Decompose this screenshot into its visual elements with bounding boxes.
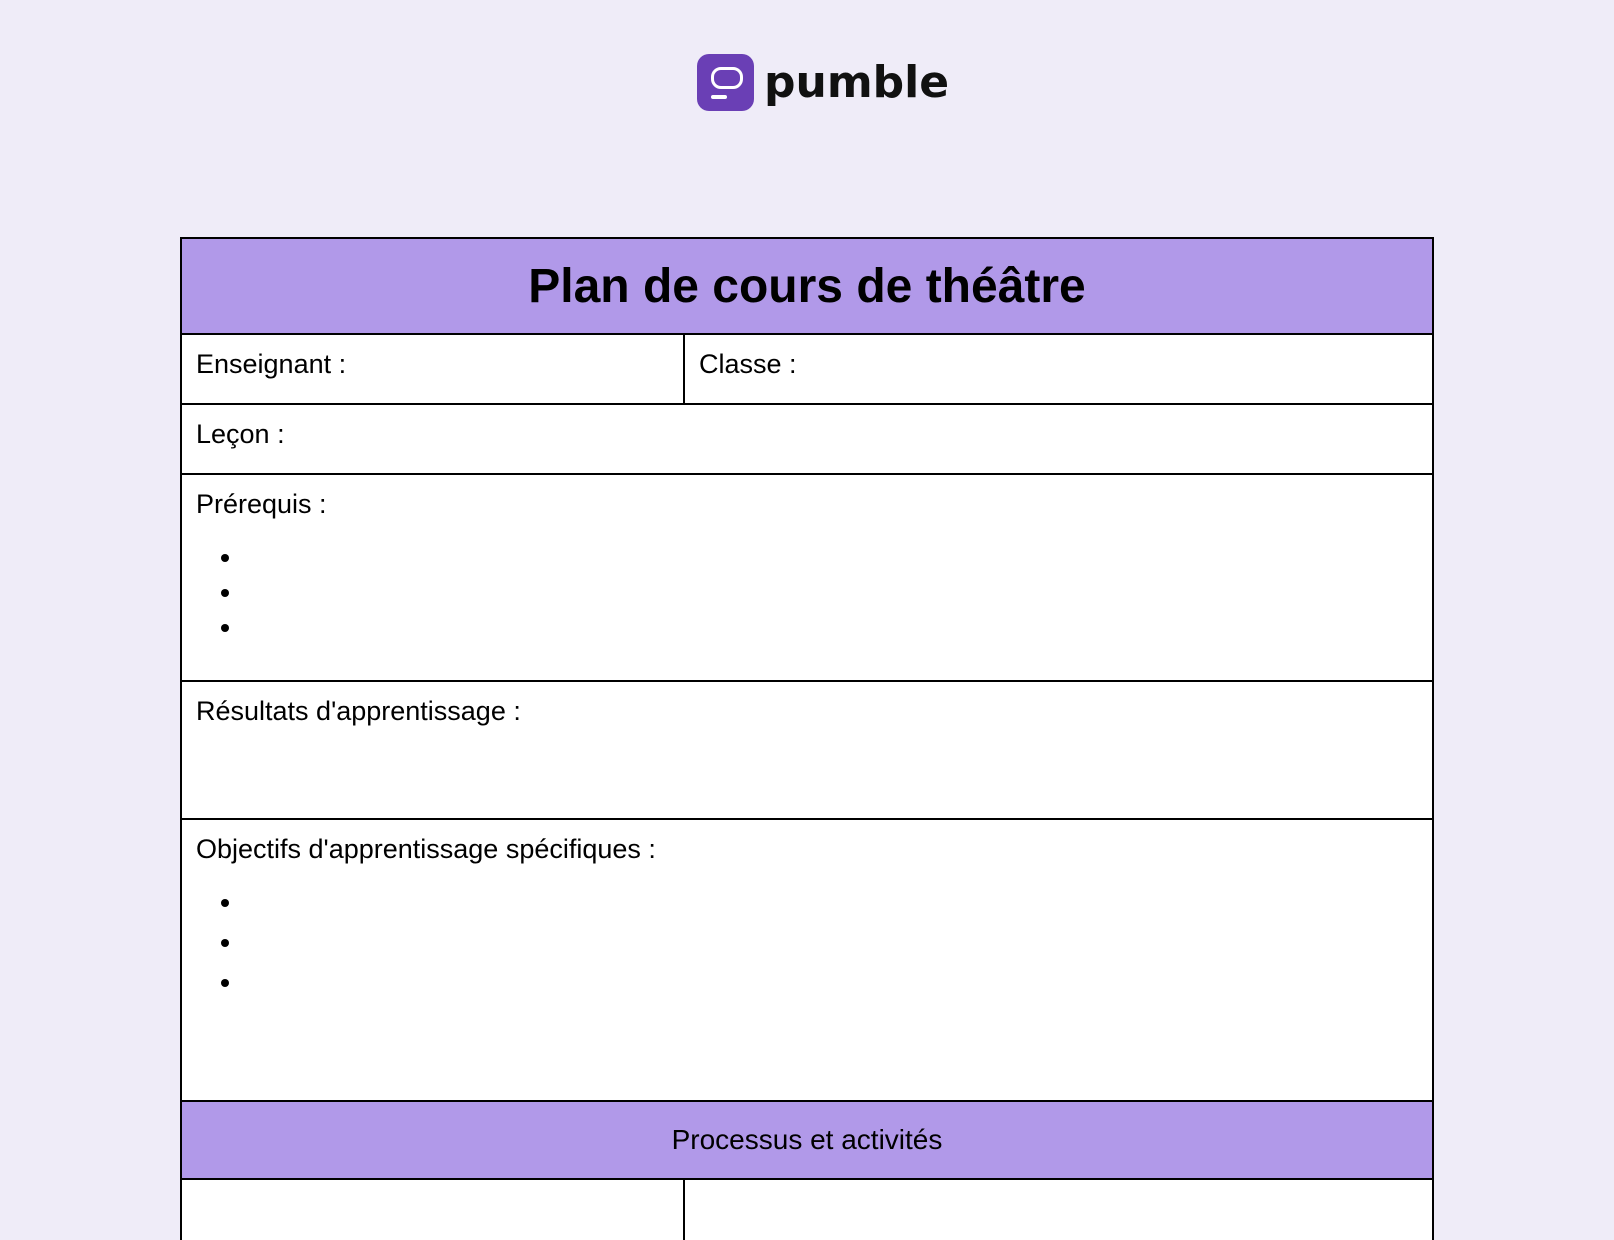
prerequisites-label: Prérequis :	[196, 489, 327, 519]
lesson-plan-table: Plan de cours de théâtre Enseignant : Cl…	[180, 237, 1434, 1240]
process-header-row: Processus et activités	[182, 1102, 1432, 1180]
lesson-field[interactable]: Leçon :	[182, 405, 1432, 475]
process-section-title: Processus et activités	[671, 1124, 943, 1155]
teacher-class-row: Enseignant : Classe :	[182, 335, 1432, 405]
prerequisites-field[interactable]: Prérequis :	[182, 475, 1432, 682]
learning-outcomes-field[interactable]: Résultats d'apprentissage :	[182, 682, 1432, 820]
list-item[interactable]	[244, 887, 1418, 927]
process-cell-left[interactable]	[182, 1180, 685, 1240]
process-cell-right[interactable]	[685, 1180, 1432, 1240]
brand-name: pumble	[764, 57, 950, 108]
process-row	[182, 1180, 1432, 1240]
list-item[interactable]	[244, 542, 1418, 577]
list-item[interactable]	[244, 577, 1418, 612]
title-row: Plan de cours de théâtre	[182, 239, 1432, 335]
learning-outcomes-label: Résultats d'apprentissage :	[196, 696, 521, 726]
specific-objectives-label: Objectifs d'apprentissage spécifiques :	[196, 834, 656, 864]
specific-objectives-field[interactable]: Objectifs d'apprentissage spécifiques :	[182, 820, 1432, 1102]
teacher-field[interactable]: Enseignant :	[182, 335, 685, 403]
list-item[interactable]	[244, 967, 1418, 1007]
class-field[interactable]: Classe :	[699, 349, 797, 379]
list-item[interactable]	[244, 927, 1418, 967]
pumble-logo: pumble	[697, 54, 949, 111]
page-title: Plan de cours de théâtre	[528, 259, 1086, 313]
list-item[interactable]	[244, 612, 1418, 647]
pumble-logo-icon	[697, 54, 754, 111]
prerequisites-list	[196, 542, 1418, 647]
objectives-list	[196, 887, 1418, 1007]
